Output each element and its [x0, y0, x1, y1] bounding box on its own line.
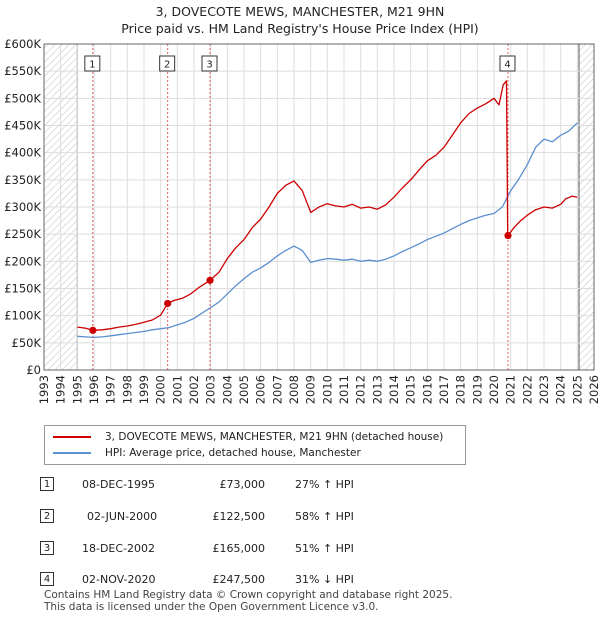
- footer-licence: This data is licensed under the Open Gov…: [44, 601, 379, 613]
- x-tick-label: 2000: [154, 375, 168, 404]
- sale-price: £122,500: [212, 509, 266, 523]
- x-tick-label: 2017: [437, 375, 451, 404]
- sale-price: £247,500: [212, 572, 266, 586]
- series-line: [77, 122, 578, 339]
- sale-hpi-change: 31% ↓ HPI: [295, 572, 354, 586]
- transaction-label: 3: [206, 60, 212, 71]
- x-tick-label: 2012: [354, 375, 368, 404]
- y-tick-label: £350K: [4, 173, 41, 187]
- x-tick-label: 2002: [187, 375, 201, 404]
- sale-number-badge: 1: [40, 477, 54, 491]
- y-tick-label: £400K: [4, 146, 41, 160]
- x-tick-label: 1993: [37, 375, 51, 404]
- footer-copyright: Contains HM Land Registry data © Crown c…: [44, 589, 453, 601]
- x-tick-label: 2021: [504, 375, 518, 404]
- sale-price: £73,000: [219, 477, 266, 491]
- y-tick-label: £250K: [4, 227, 41, 241]
- x-tick-label: 2011: [337, 375, 351, 404]
- y-tick-label: £0: [26, 363, 41, 377]
- x-tick-label: 2013: [370, 375, 384, 404]
- x-tick-label: 1999: [137, 375, 151, 404]
- chart-subtitle: Price paid vs. HM Land Registry's House …: [121, 21, 479, 36]
- legend-item-property: 3, DOVECOTE MEWS, MANCHESTER, M21 9HN (d…: [53, 429, 443, 445]
- y-tick-label: £500K: [4, 91, 41, 105]
- chart-legend: 3, DOVECOTE MEWS, MANCHESTER, M21 9HN (d…: [44, 425, 466, 465]
- x-tick-label: 2023: [537, 375, 551, 404]
- sale-date: 02-JUN-2000: [87, 509, 158, 523]
- sale-hpi-change: 58% ↑ HPI: [295, 509, 354, 523]
- transaction-point: [164, 299, 172, 308]
- plot-frame: [43, 43, 595, 371]
- y-tick-label: £300K: [4, 200, 41, 214]
- x-tick-label: 2020: [487, 375, 501, 404]
- legend-swatch-property: [53, 436, 91, 438]
- transaction-label-box: [201, 55, 218, 72]
- sales-row: 1 08-DEC-1995 £73,000 27% ↑ HPI: [40, 475, 460, 493]
- sale-number-badge: 4: [40, 572, 54, 586]
- sales-row: 3 18-DEC-2002 £165,000 51% ↑ HPI: [40, 539, 460, 557]
- x-tick-label: 2005: [237, 375, 251, 404]
- sale-hpi-change: 27% ↑ HPI: [295, 477, 354, 491]
- x-tick-label: 1995: [70, 375, 84, 404]
- legend-item-hpi: HPI: Average price, detached house, Manc…: [53, 445, 361, 461]
- sale-date: 08-DEC-1995: [82, 477, 156, 491]
- x-tick-label: 2016: [420, 375, 434, 404]
- transaction-label-box: [499, 55, 516, 72]
- y-tick-label: £450K: [4, 119, 41, 133]
- x-tick-label: 1996: [87, 375, 101, 404]
- x-tick-label: 2015: [404, 375, 418, 404]
- transaction-label: 4: [504, 60, 510, 71]
- chart-title: 3, DOVECOTE MEWS, MANCHESTER, M21 9HN: [155, 4, 445, 19]
- x-tick-label: 1997: [104, 375, 118, 404]
- x-tick-label: 2019: [470, 375, 484, 404]
- sale-date: 02-NOV-2020: [82, 572, 156, 586]
- sale-hpi-change: 51% ↑ HPI: [295, 541, 354, 555]
- x-tick-label: 2009: [304, 375, 318, 404]
- x-tick-label: 2008: [287, 375, 301, 404]
- x-tick-label: 2026: [587, 375, 600, 404]
- transaction-label-box: [84, 55, 101, 72]
- price-chart: 1 2 3 4 £0 £50K £100K £150K £200K £250K £300K £350…: [4, 37, 600, 404]
- sale-price: £165,000: [212, 541, 266, 555]
- legend-swatch-hpi: [53, 452, 91, 454]
- transaction-label-box: [159, 55, 176, 72]
- sale-date: 18-DEC-2002: [82, 541, 156, 555]
- footer-attribution: Contains HM Land Registry data © Crown c…: [44, 589, 452, 613]
- transaction-point: [504, 231, 512, 240]
- sales-row: 4 02-NOV-2020 £247,500 31% ↓ HPI: [40, 570, 460, 588]
- x-tick-label: 2001: [170, 375, 184, 404]
- x-tick-label: 1998: [120, 375, 134, 404]
- legend-label-hpi: HPI: Average price, detached house, Manc…: [105, 447, 361, 459]
- x-tick-label: 2018: [454, 375, 468, 404]
- transaction-point: [89, 326, 97, 334]
- sale-number-badge: 3: [40, 541, 54, 555]
- x-tick-label: 1994: [54, 375, 68, 404]
- transaction-label: 2: [164, 60, 170, 71]
- x-tick-label: 2025: [570, 375, 584, 404]
- x-tick-label: 2006: [254, 375, 268, 404]
- legend-label-property: 3, DOVECOTE MEWS, MANCHESTER, M21 9HN (d…: [105, 431, 444, 443]
- x-tick-label: 2024: [554, 375, 568, 404]
- y-tick-label: £600K: [4, 37, 41, 51]
- x-tick-label: 2003: [204, 375, 218, 404]
- x-tick-label: 2014: [387, 375, 401, 404]
- transaction-label: 1: [89, 60, 95, 71]
- y-tick-label: £100K: [4, 309, 41, 323]
- x-tick-label: 2022: [520, 375, 534, 404]
- y-tick-label: £550K: [4, 64, 41, 78]
- sales-row: 2 02-JUN-2000 £122,500 58% ↑ HPI: [40, 507, 460, 525]
- transaction-point: [206, 276, 214, 284]
- y-tick-label: £150K: [4, 282, 41, 296]
- x-tick-label: 2010: [320, 375, 334, 404]
- y-tick-label: £200K: [4, 254, 41, 268]
- x-tick-label: 2007: [270, 375, 284, 404]
- x-tick-label: 2004: [220, 375, 234, 404]
- sale-number-badge: 2: [40, 509, 54, 523]
- y-tick-label: £50K: [12, 336, 42, 350]
